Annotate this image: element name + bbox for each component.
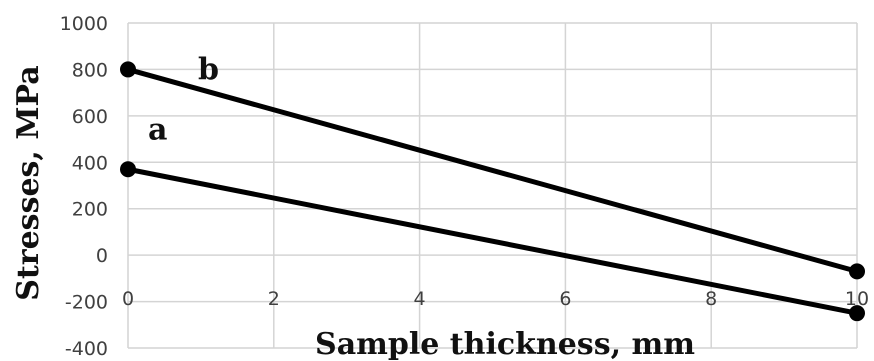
x-tick-label: 2 — [268, 288, 280, 310]
series-line-a — [127, 166, 858, 316]
series-line-b — [127, 67, 858, 274]
grid-lines — [127, 22, 858, 349]
data-point-a — [120, 161, 136, 178]
y-tick-label: 0 — [96, 245, 108, 267]
x-tick-label: 6 — [559, 288, 571, 310]
series-layer: ab — [120, 52, 865, 322]
data-point-a — [849, 305, 865, 322]
x-tick-labels: 0 2 4 6 8 10 — [122, 288, 869, 310]
y-tick-labels: 1000 800 600 400 200 0 -200 -400 — [60, 13, 108, 360]
y-tick-label: 200 — [72, 199, 108, 221]
y-tick-label: -200 — [65, 292, 108, 314]
y-tick-label: 800 — [72, 59, 108, 81]
y-axis-title: Stresses, MPa — [11, 65, 46, 300]
y-tick-label: -400 — [65, 338, 108, 360]
series-label-b: b — [198, 52, 219, 87]
x-tick-label: 10 — [845, 288, 869, 310]
y-tick-label: 600 — [72, 106, 108, 128]
x-axis-title: Sample thickness, mm — [315, 327, 695, 361]
x-tick-label: 0 — [122, 288, 134, 310]
y-tick-label: 400 — [72, 152, 108, 174]
series-label-a: a — [148, 112, 167, 147]
data-point-b — [120, 61, 136, 78]
data-point-b — [849, 263, 865, 280]
y-tick-label: 1000 — [60, 13, 108, 35]
x-tick-label: 4 — [414, 288, 426, 310]
x-tick-label: 8 — [705, 288, 717, 310]
